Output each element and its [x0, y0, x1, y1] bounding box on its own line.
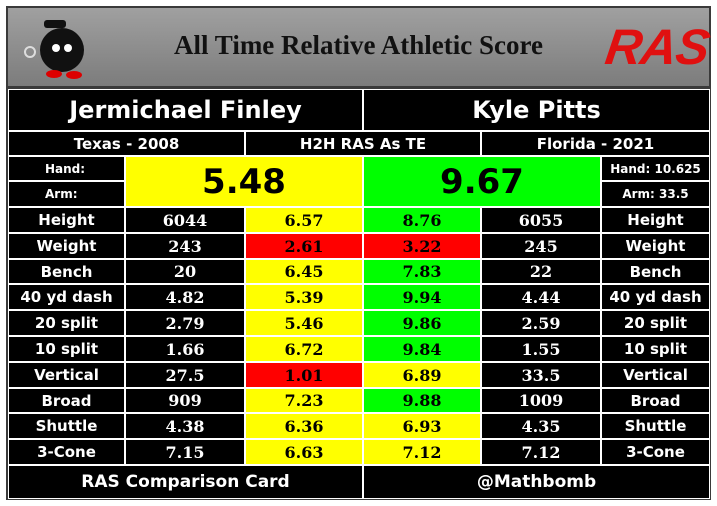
player-name: Jermichael Finley [9, 90, 362, 130]
metric-value: 20 [126, 260, 244, 283]
metric-label: 40 yd dash [602, 285, 709, 309]
metric-value: 6044 [126, 208, 244, 232]
ras-score: 5.48 [126, 157, 362, 206]
logo: RAS [602, 19, 713, 75]
metric-label: Height [602, 208, 709, 232]
metric-label: Vertical [602, 363, 709, 387]
metric-value: 2.59 [482, 311, 600, 335]
player-school: Florida - 2021 [482, 132, 709, 155]
metric-value: 7.15 [126, 440, 244, 464]
metric-score: 6.72 [246, 337, 362, 361]
metric-value: 1009 [482, 389, 600, 412]
metric-value: 2.79 [126, 311, 244, 335]
metric-score: 9.94 [364, 285, 480, 309]
metric-value: 4.35 [482, 414, 600, 438]
hand-size: Hand: [9, 157, 124, 180]
metric-value: 1.55 [482, 337, 600, 361]
mascot-icon [24, 20, 84, 79]
metric-score: 9.86 [364, 311, 480, 335]
metric-label: Weight [602, 234, 709, 258]
metric-score: 7.12 [364, 440, 480, 464]
metric-value: 27.5 [126, 363, 244, 387]
metric-score: 2.61 [246, 234, 362, 258]
comparison-table: Jermichael Finley Kyle Pitts Texas - 2008 H… [8, 89, 710, 499]
title: All Time Relative Athletic Score [174, 30, 543, 60]
ras-score: 9.67 [364, 157, 600, 206]
metric-score: 8.76 [364, 208, 480, 232]
metric-score: 5.39 [246, 285, 362, 309]
metric-label: 20 split [9, 311, 124, 335]
metric-score: 9.88 [364, 389, 480, 412]
footer-handle: @Mathbomb [364, 466, 709, 498]
metric-score: 7.23 [246, 389, 362, 412]
arm-length: Arm: 33.5 [602, 182, 709, 206]
metric-label: 20 split [602, 311, 709, 335]
metric-score: 1.01 [246, 363, 362, 387]
metric-value: 243 [126, 234, 244, 258]
metric-score: 6.36 [246, 414, 362, 438]
metric-value: 909 [126, 389, 244, 412]
metric-label: Height [9, 208, 124, 232]
metric-value: 7.12 [482, 440, 600, 464]
metric-score: 6.63 [246, 440, 362, 464]
metric-score: 6.45 [246, 260, 362, 283]
metric-label: 10 split [9, 337, 124, 361]
comparison-label: H2H RAS As TE [246, 132, 480, 155]
metric-label: Vertical [9, 363, 124, 387]
header: All Time Relative Athletic Score RAS [8, 8, 713, 86]
metric-score: 3.22 [364, 234, 480, 258]
metric-value: 6055 [482, 208, 600, 232]
player-school: Texas - 2008 [9, 132, 244, 155]
metric-score: 9.84 [364, 337, 480, 361]
metric-label: 40 yd dash [9, 285, 124, 309]
metric-score: 6.89 [364, 363, 480, 387]
footer-label: RAS Comparison Card [9, 466, 362, 498]
metric-label: 10 split [602, 337, 709, 361]
metric-score: 6.57 [246, 208, 362, 232]
metric-label: 3-Cone [602, 440, 709, 464]
metric-value: 245 [482, 234, 600, 258]
metric-label: 3-Cone [9, 440, 124, 464]
metric-label: Bench [602, 260, 709, 283]
metric-value: 1.66 [126, 337, 244, 361]
arm-length: Arm: [9, 182, 124, 206]
hand-size: Hand: 10.625 [602, 157, 709, 180]
metric-score: 5.46 [246, 311, 362, 335]
metric-value: 4.44 [482, 285, 600, 309]
metric-value: 4.38 [126, 414, 244, 438]
metric-value: 22 [482, 260, 600, 283]
metric-value: 4.82 [126, 285, 244, 309]
metric-label: Shuttle [602, 414, 709, 438]
metric-score: 6.93 [364, 414, 480, 438]
metric-label: Bench [9, 260, 124, 283]
metric-value: 33.5 [482, 363, 600, 387]
metric-label: Broad [9, 389, 124, 412]
metric-label: Weight [9, 234, 124, 258]
metric-score: 7.83 [364, 260, 480, 283]
player-name: Kyle Pitts [364, 90, 709, 130]
metric-label: Shuttle [9, 414, 124, 438]
metric-label: Broad [602, 389, 709, 412]
